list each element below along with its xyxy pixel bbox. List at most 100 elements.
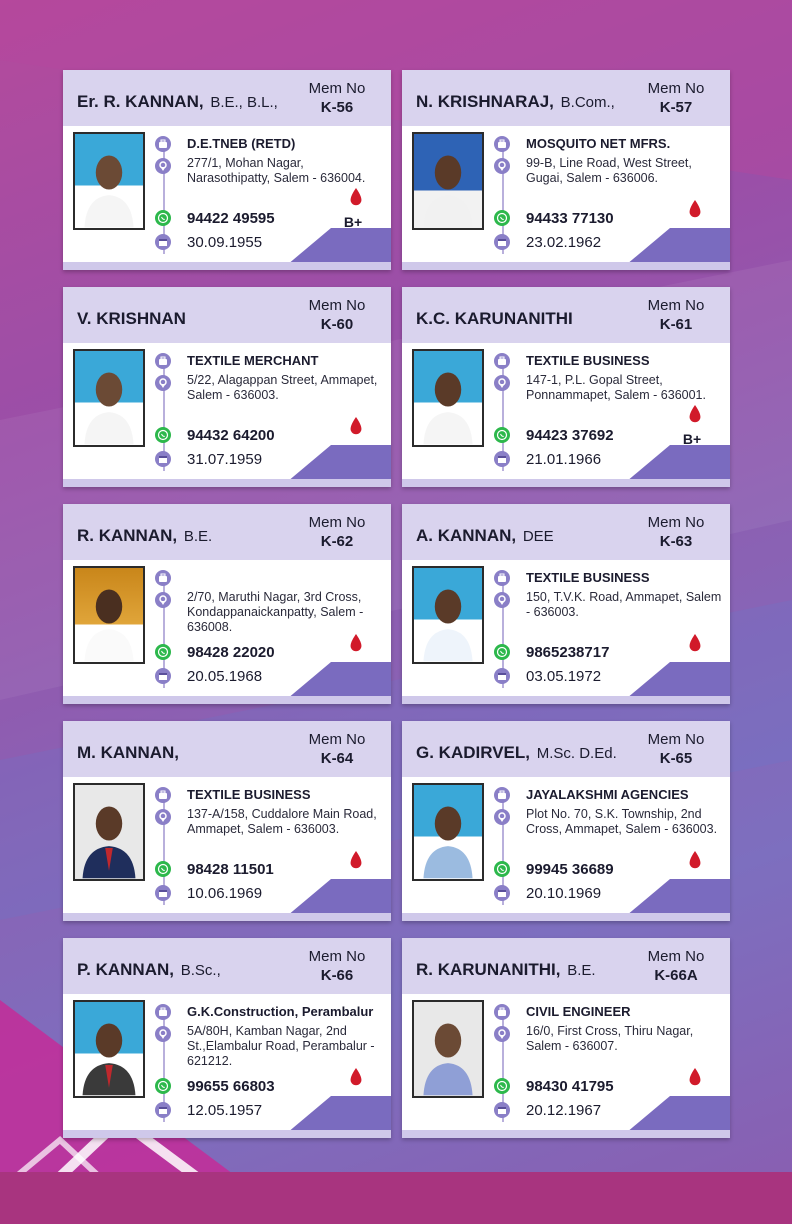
location-pin-icon bbox=[155, 1026, 171, 1042]
bottom-strip bbox=[63, 262, 391, 270]
calendar-icon bbox=[494, 234, 510, 250]
member-name: G. KADIRVEL, M.Sc. D.Ed. bbox=[416, 743, 617, 763]
phone-number[interactable]: 99945 36689 bbox=[526, 861, 614, 878]
member-name: V. KRISHNAN bbox=[77, 309, 188, 329]
blood-drop-icon bbox=[689, 1068, 701, 1086]
briefcase-icon bbox=[155, 353, 171, 369]
timeline-line bbox=[163, 359, 165, 471]
member-qualification: DEE bbox=[522, 528, 554, 545]
member-photo bbox=[73, 132, 145, 230]
occupation: TEXTILE MERCHANT bbox=[187, 353, 319, 368]
phone-number[interactable]: 94433 77130 bbox=[526, 210, 614, 227]
blood-drop-icon bbox=[689, 634, 701, 652]
member-photo bbox=[73, 1000, 145, 1098]
occupation: TEXTILE BUSINESS bbox=[526, 353, 650, 368]
mem-label: Mem No bbox=[647, 80, 705, 97]
blood-drop-icon bbox=[689, 200, 701, 218]
mem-label: Mem No bbox=[647, 731, 705, 748]
bottom-strip bbox=[402, 262, 730, 270]
calendar-icon bbox=[155, 451, 171, 467]
location-pin-icon bbox=[494, 375, 510, 391]
card-header bbox=[402, 721, 730, 777]
briefcase-icon bbox=[494, 570, 510, 586]
phone-number[interactable]: 9865238717 bbox=[526, 644, 610, 661]
member-photo bbox=[73, 783, 145, 881]
card-header bbox=[63, 70, 391, 126]
membership-box: Mem No K-66 bbox=[305, 948, 369, 984]
date-of-birth: 31.07.1959 bbox=[187, 451, 263, 468]
phone-number[interactable]: 94432 64200 bbox=[187, 427, 275, 444]
date-of-birth: 03.05.1972 bbox=[526, 668, 602, 685]
occupation: TEXTILE BUSINESS bbox=[187, 787, 311, 802]
calendar-icon bbox=[494, 451, 510, 467]
mem-label: Mem No bbox=[308, 731, 366, 748]
location-pin-icon bbox=[494, 809, 510, 825]
phone-number[interactable]: 98428 11501 bbox=[187, 861, 274, 878]
blood-drop-icon bbox=[350, 851, 362, 869]
phone-number[interactable]: 99655 66803 bbox=[187, 1078, 275, 1095]
blood-group: B+ bbox=[682, 431, 702, 447]
briefcase-icon bbox=[155, 136, 171, 152]
member-qualification: B.E. bbox=[183, 528, 213, 545]
address: 137-A/158, Cuddalore Main Road, Ammapet,… bbox=[187, 807, 377, 836]
location-pin-icon bbox=[155, 375, 171, 391]
member-name-text: M. KANNAN, bbox=[77, 743, 179, 762]
address: 5/22, Alagappan Street, Ammapet, Salem -… bbox=[187, 373, 378, 402]
membership-box: Mem No K-66A bbox=[644, 948, 708, 984]
member-card: K.C. KARUNANITHI Mem No K-61 TEXTILE BUSI… bbox=[402, 287, 730, 487]
member-photo bbox=[412, 566, 484, 664]
card-header bbox=[402, 938, 730, 994]
bottom-strip bbox=[63, 479, 391, 487]
address: 277/1, Mohan Nagar, Narasothipatty, Sale… bbox=[187, 156, 366, 185]
membership-box: Mem No K-56 bbox=[305, 80, 369, 116]
date-of-birth: 20.12.1967 bbox=[526, 1102, 602, 1119]
member-photo bbox=[412, 132, 484, 230]
whatsapp-icon bbox=[155, 1078, 171, 1094]
mem-label: Mem No bbox=[308, 948, 366, 965]
member-name-text: V. KRISHNAN bbox=[77, 309, 186, 328]
member-name: N. KRISHNARAJ, B.Com., bbox=[416, 92, 615, 112]
member-name-text: R. KANNAN, bbox=[77, 526, 178, 545]
member-name: R. KARUNANITHI, B.E. bbox=[416, 960, 596, 980]
card-header bbox=[63, 504, 391, 560]
member-card: N. KRISHNARAJ, B.Com., Mem No K-57 MOSQUI… bbox=[402, 70, 730, 270]
member-name: M. KANNAN, bbox=[77, 743, 181, 763]
membership-box: Mem No K-62 bbox=[305, 514, 369, 550]
bottom-strip bbox=[402, 913, 730, 921]
member-photo bbox=[412, 783, 484, 881]
address: Plot No. 70, S.K. Township, 2nd Cross, A… bbox=[526, 807, 718, 836]
timeline-line bbox=[502, 359, 504, 471]
calendar-icon bbox=[494, 668, 510, 684]
blood-drop-icon bbox=[350, 1068, 362, 1086]
member-photo bbox=[73, 566, 145, 664]
member-photo bbox=[412, 349, 484, 447]
phone-number[interactable]: 98428 22020 bbox=[187, 644, 275, 661]
blood-group: B+ bbox=[343, 214, 363, 230]
mem-number: K-57 bbox=[659, 99, 693, 116]
occupation: TEXTILE BUSINESS bbox=[526, 570, 650, 585]
member-qualification: M.Sc. D.Ed. bbox=[536, 745, 617, 762]
mem-label: Mem No bbox=[308, 297, 366, 314]
mem-number: K-60 bbox=[320, 316, 354, 333]
location-pin-icon bbox=[494, 158, 510, 174]
membership-box: Mem No K-64 bbox=[305, 731, 369, 767]
address: 5A/80H, Kamban Nagar, 2nd St.,Elambalur … bbox=[187, 1024, 375, 1068]
member-card: A. KANNAN, DEE Mem No K-63 TEXTILE BUSINE… bbox=[402, 504, 730, 704]
whatsapp-icon bbox=[494, 1078, 510, 1094]
blood-drop-icon bbox=[689, 405, 701, 423]
phone-number[interactable]: 94423 37692 bbox=[526, 427, 614, 444]
phone-number[interactable]: 94422 49595 bbox=[187, 210, 275, 227]
address: 16/0, First Cross, Thiru Nagar, Salem - … bbox=[526, 1024, 694, 1053]
phone-number[interactable]: 98430 41795 bbox=[526, 1078, 614, 1095]
whatsapp-icon bbox=[155, 210, 171, 226]
whatsapp-icon bbox=[494, 427, 510, 443]
blood-drop-icon bbox=[689, 851, 701, 869]
briefcase-icon bbox=[494, 787, 510, 803]
mem-number: K-66A bbox=[654, 967, 698, 984]
member-name-text: Er. R. KANNAN, bbox=[77, 92, 204, 111]
address: 150, T.V.K. Road, Ammapet, Salem - 63600… bbox=[526, 590, 722, 619]
mem-label: Mem No bbox=[647, 514, 705, 531]
location-pin-icon bbox=[155, 592, 171, 608]
calendar-icon bbox=[494, 885, 510, 901]
blood-drop-icon bbox=[350, 634, 362, 652]
